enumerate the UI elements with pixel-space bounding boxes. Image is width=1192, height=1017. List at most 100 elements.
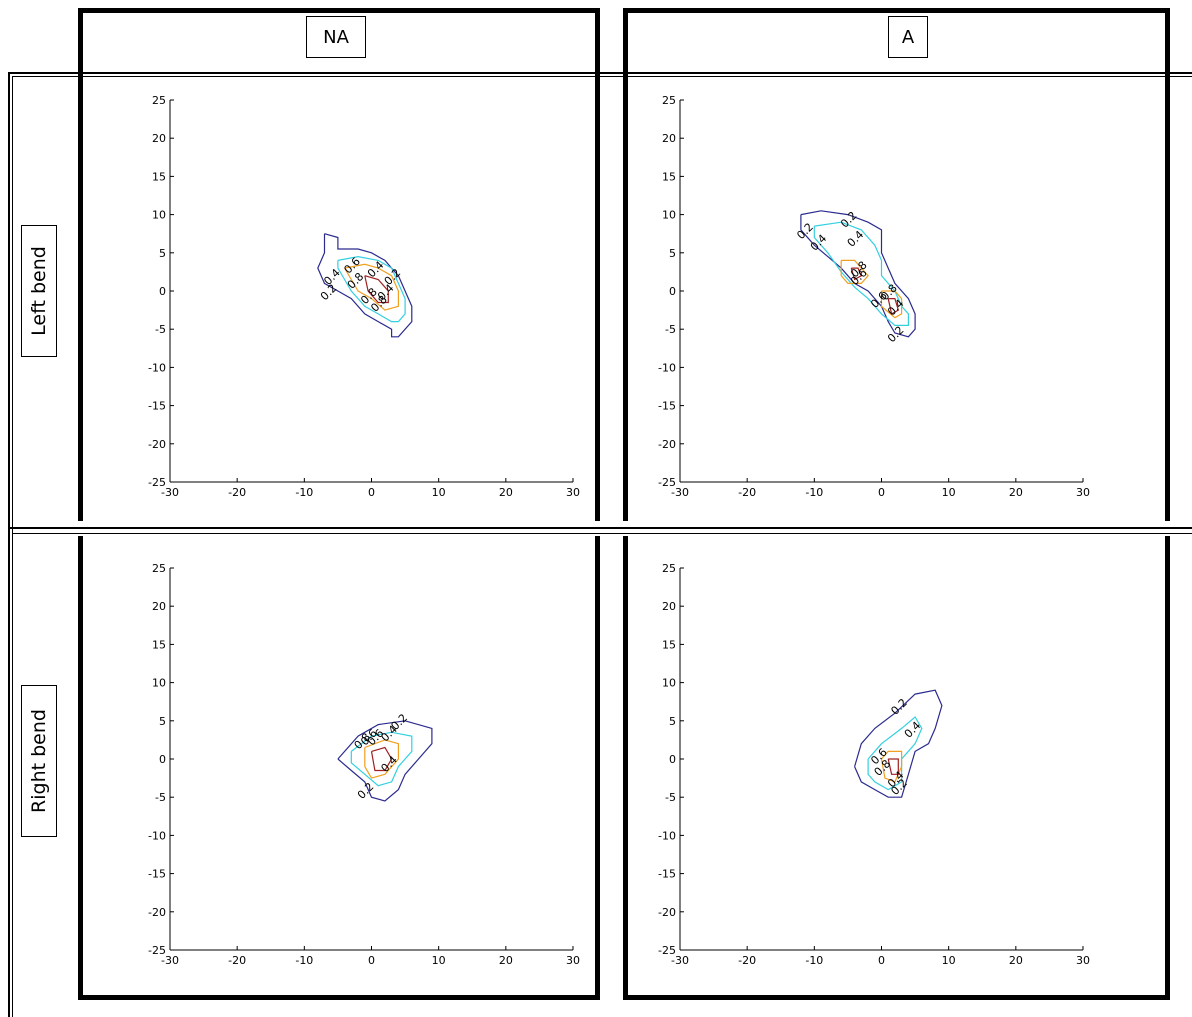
y-tick-label: -25 <box>658 944 676 957</box>
column-header-a: A <box>888 16 928 58</box>
contour-plot-right-bend-na: 25 20 15 10 5 0 -5 -10 -15 -20 -25-30 -20 -10 0 10 20 30… <box>148 562 580 967</box>
x-tick-label: -10 <box>805 954 823 967</box>
y-tick-label: 15 <box>152 638 166 651</box>
contour-line-0-2 <box>854 689 943 798</box>
y-tick-label: -10 <box>658 829 676 842</box>
y-tick-label: 10 <box>152 209 166 222</box>
x-tick-label: 20 <box>1009 954 1023 967</box>
column-frame-a-bottom <box>623 536 1170 1000</box>
contour-line-0-2 <box>317 233 413 338</box>
contour-line-0-4 <box>867 716 923 791</box>
x-tick-label: 10 <box>942 486 956 499</box>
x-tick-label: -10 <box>805 486 823 499</box>
column-frame-na-top <box>78 72 600 521</box>
y-tick-label: 25 <box>152 562 166 575</box>
y-tick-label: 15 <box>152 170 166 183</box>
contour-plot-left-bend-na: 25 20 15 10 5 0 -5 -10 -15 -20 -25-30 -20 -10 0 10 20 30… <box>148 94 580 499</box>
y-tick-label: 0 <box>159 753 166 766</box>
y-tick-label: 20 <box>152 132 166 145</box>
y-tick-label: 5 <box>669 247 676 260</box>
y-tick-label: 15 <box>662 638 676 651</box>
contour-line-0-6 <box>344 263 399 311</box>
y-tick-label: -5 <box>155 791 166 804</box>
y-tick-label: 25 <box>152 94 166 107</box>
y-tick-label: -20 <box>148 438 166 451</box>
x-tick-label: 30 <box>566 954 580 967</box>
x-tick-label: -20 <box>738 954 756 967</box>
y-tick-label: -15 <box>658 400 676 413</box>
outer-left-border <box>8 72 10 1017</box>
contour-line-0-6 <box>364 739 399 779</box>
contour-label: 0.2 <box>838 209 860 231</box>
contour-line-0-4 <box>337 255 406 323</box>
y-tick-label: -20 <box>148 906 166 919</box>
y-tick-label: 5 <box>669 715 676 728</box>
contour-line-0-8 <box>370 746 393 772</box>
y-tick-label: -20 <box>658 906 676 919</box>
contour-line-0-6 <box>880 750 903 783</box>
y-tick-label: 20 <box>662 600 676 613</box>
y-tick-label: -25 <box>148 476 166 489</box>
y-tick-label: 20 <box>662 132 676 145</box>
contour-label: 0.2 <box>318 282 340 304</box>
row-divider-top-inner <box>12 76 1192 77</box>
x-tick-label: -30 <box>161 486 179 499</box>
contour-plot-right-bend-a: 25 20 15 10 5 0 -5 -10 -15 -20 -25-30 -20 -10 0 10 20 30… <box>658 562 1090 967</box>
y-tick-label: 20 <box>152 600 166 613</box>
x-tick-label: 10 <box>942 954 956 967</box>
contour-line-0-4 <box>813 221 909 326</box>
x-tick-label: 0 <box>368 954 375 967</box>
column-frame-na-bottom <box>78 536 600 1000</box>
x-tick-label: 10 <box>432 486 446 499</box>
x-tick-label: -10 <box>295 954 313 967</box>
y-tick-label: -15 <box>148 868 166 881</box>
contour-line-0-4 <box>350 731 413 787</box>
contour-line-0-6 <box>880 290 903 319</box>
x-tick-label: 30 <box>1076 486 1090 499</box>
contour-line-0-6 <box>840 259 869 284</box>
x-tick-label: -20 <box>738 486 756 499</box>
contour-line-0-2 <box>337 720 433 802</box>
x-tick-label: -20 <box>228 954 246 967</box>
contour-plot-left-bend-a: 25 20 15 10 5 0 -5 -10 -15 -20 -25-30 -20 -10 0 10 20 30… <box>658 94 1090 499</box>
x-tick-label: 0 <box>878 486 885 499</box>
y-tick-label: -5 <box>665 323 676 336</box>
y-tick-label: 10 <box>152 677 166 690</box>
x-tick-label: -30 <box>161 954 179 967</box>
x-tick-label: -30 <box>671 486 689 499</box>
x-tick-label: 0 <box>368 486 375 499</box>
y-tick-label: -5 <box>155 323 166 336</box>
x-tick-label: 20 <box>499 954 513 967</box>
y-tick-label: 15 <box>662 170 676 183</box>
row-header-right-bend: Right bend <box>21 685 57 837</box>
y-tick-label: -25 <box>658 476 676 489</box>
y-tick-label: 5 <box>159 247 166 260</box>
y-tick-label: -10 <box>148 829 166 842</box>
column-header-na: NA <box>306 16 366 58</box>
contour-label: 0.4 <box>902 719 924 741</box>
column-frame-a-top <box>623 72 1170 521</box>
x-tick-label: -10 <box>295 486 313 499</box>
y-tick-label: -15 <box>658 868 676 881</box>
x-tick-label: -30 <box>671 954 689 967</box>
outer-left-border-inner <box>12 76 13 1017</box>
contour-label: 0.2 <box>355 780 377 802</box>
x-tick-label: 30 <box>566 486 580 499</box>
y-tick-label: 10 <box>662 677 676 690</box>
x-tick-label: -20 <box>228 486 246 499</box>
y-tick-label: 0 <box>159 285 166 298</box>
y-tick-label: 10 <box>662 209 676 222</box>
y-tick-label: -15 <box>148 400 166 413</box>
contour-label: 0.2 <box>888 696 910 718</box>
x-tick-label: 20 <box>499 486 513 499</box>
y-tick-label: -20 <box>658 438 676 451</box>
x-tick-label: 10 <box>432 954 446 967</box>
y-tick-label: -10 <box>148 361 166 374</box>
contour-line-0-8 <box>364 275 389 304</box>
column-frame-a-header <box>623 8 1170 75</box>
row-divider-top <box>8 72 1192 74</box>
row-divider-middle-inner <box>12 533 1192 534</box>
contour-label: 0.2 <box>885 324 907 346</box>
contour-line-0-8 <box>850 267 863 281</box>
y-tick-label: 0 <box>669 753 676 766</box>
